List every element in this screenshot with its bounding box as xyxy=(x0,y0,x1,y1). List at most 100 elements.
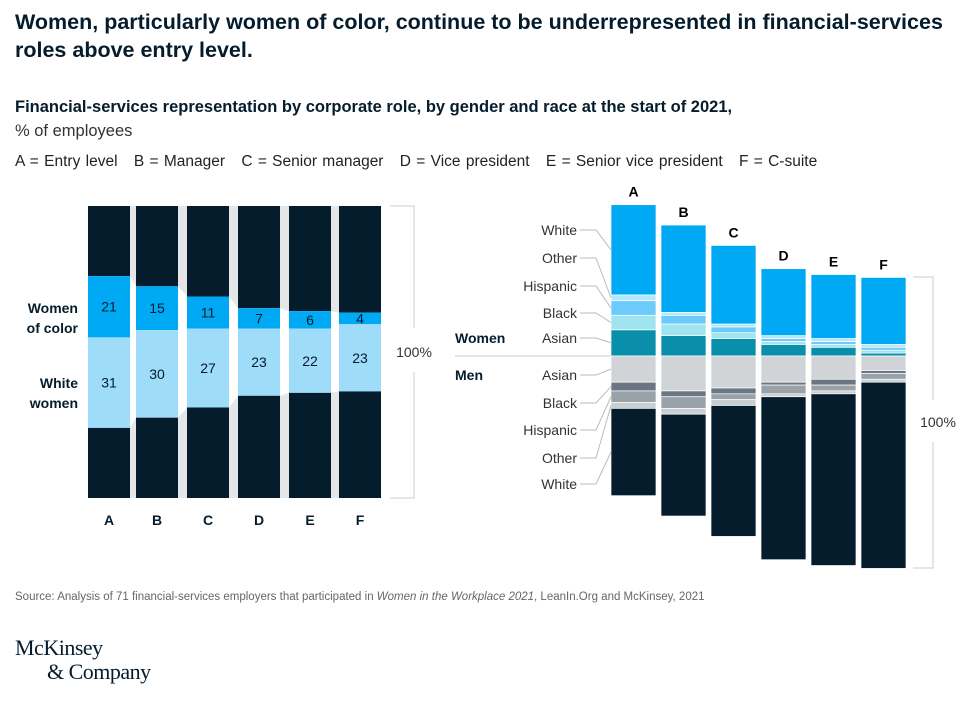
source-note: Source: Analysis of 71 financial-service… xyxy=(15,591,705,603)
bar-segment-men-white xyxy=(660,413,707,517)
bar-segment-women-white xyxy=(610,204,657,296)
logo-line-1: McKinsey xyxy=(15,635,103,660)
leader-line xyxy=(580,396,612,431)
chart-subtitle: Financial-services representation by cor… xyxy=(15,98,733,116)
data-label-women-of-color: 7 xyxy=(255,310,263,326)
category-label-women-white: White xyxy=(541,222,577,238)
bar-segment-women-of-color xyxy=(289,311,331,329)
total-bracket xyxy=(913,276,934,400)
bar-segment-women-other xyxy=(810,338,857,342)
bar-segment-men-other xyxy=(660,408,707,415)
bar-segment-rest-top xyxy=(289,206,331,312)
category-label-women-black: Black xyxy=(543,305,578,321)
legend-item: A = Entry level xyxy=(15,153,118,170)
bar-segment-women-hispanic xyxy=(810,341,857,345)
bar-segment-rest-top xyxy=(136,206,178,287)
leader-line xyxy=(580,285,612,309)
total-bracket xyxy=(390,205,415,328)
bar-segment-rest-bottom xyxy=(339,391,381,498)
bar-segment-men-white xyxy=(860,381,907,569)
bar-segment-women-asian xyxy=(860,352,907,357)
bar-segment-white-women xyxy=(238,328,280,396)
data-label-women-of-color: 11 xyxy=(201,305,216,321)
bar-segment-women-black xyxy=(860,349,907,354)
chart-unit: % of employees xyxy=(15,122,133,140)
bar-segment-women-hispanic xyxy=(610,300,657,316)
category-label-men-asian: Asian xyxy=(542,367,577,383)
leader-line xyxy=(580,312,612,323)
bar-segment-men-asian xyxy=(710,355,757,389)
bar-segment-rest-bottom xyxy=(289,392,331,498)
bar-segment-women-asian xyxy=(810,346,857,357)
leader-line xyxy=(580,257,612,298)
total-bracket xyxy=(913,442,934,569)
bar-segment-men-hispanic xyxy=(710,393,757,400)
connector-band xyxy=(229,206,238,309)
bar-segment-women-black xyxy=(610,314,657,331)
legend-item: F = C-suite xyxy=(738,153,818,170)
series-label-women-of-color: Women xyxy=(28,300,78,316)
data-label-women-of-color: 21 xyxy=(101,299,117,315)
data-label-white-women: 27 xyxy=(200,360,216,376)
bar-segment-rest-top xyxy=(339,206,381,313)
x-tick-label: D xyxy=(778,248,788,264)
bar-segment-women-black xyxy=(660,323,707,336)
bar-segment-rest-top xyxy=(238,206,280,309)
source-text: Source: Analysis of 71 financial-service… xyxy=(15,591,377,603)
leader-line xyxy=(580,451,612,485)
x-tick-label: F xyxy=(879,256,888,272)
data-label-women-of-color: 15 xyxy=(149,300,165,316)
bar-segment-men-other xyxy=(860,378,907,383)
bar-segment-men-black xyxy=(810,378,857,386)
bar-segment-women-other xyxy=(760,335,807,339)
data-label-white-women: 31 xyxy=(101,375,117,391)
bar-segment-men-asian xyxy=(810,355,857,380)
legend-item: D = Vice president xyxy=(399,153,530,170)
bar-segment-women-white xyxy=(710,245,757,325)
bar-segment-rest-top xyxy=(88,206,130,277)
series-label-women-of-color: of color xyxy=(27,320,79,336)
bar-segment-white-women xyxy=(88,337,130,428)
bar-segment-men-black xyxy=(610,381,657,392)
legend-item: B = Manager xyxy=(133,153,226,170)
bar-segment-white-women xyxy=(289,328,331,393)
bar-segment-women-of-color xyxy=(238,308,280,329)
category-label-women-other: Other xyxy=(542,250,577,266)
connector-band xyxy=(178,407,187,498)
series-label-white-women: White xyxy=(40,375,78,391)
bar-segment-white-women xyxy=(136,330,178,418)
mckinsey-logo: McKinsey & Company xyxy=(15,636,151,684)
bar-segment-men-hispanic xyxy=(860,373,907,380)
bar-segment-men-other xyxy=(710,399,757,406)
bar-segment-men-black xyxy=(660,390,707,398)
bar-segment-men-asian xyxy=(760,355,807,383)
bar-segment-women-hispanic xyxy=(710,326,757,334)
bar-segment-women-asian xyxy=(660,335,707,357)
x-tick-label: B xyxy=(678,204,688,220)
page-title: Women, particularly women of color, cont… xyxy=(15,10,943,62)
data-label-white-women: 23 xyxy=(352,350,368,366)
bar-segment-men-black xyxy=(760,381,807,386)
bar-segment-rest-bottom xyxy=(238,395,280,498)
bar-segment-white-women xyxy=(187,328,229,408)
bar-segment-white-women xyxy=(339,324,381,392)
bar-segment-women-asian xyxy=(710,338,757,357)
category-label-men-white: White xyxy=(541,476,577,492)
role-legend: A = Entry level B = Manager C = Senior m… xyxy=(15,153,828,171)
source-publication: Women in the Workplace 2021 xyxy=(376,591,535,603)
x-tick-label: E xyxy=(305,512,314,528)
bar-segment-men-white xyxy=(710,405,757,537)
bar-segment-women-white xyxy=(760,268,807,336)
total-label: 100% xyxy=(396,344,432,360)
bar-segment-men-asian xyxy=(660,355,707,392)
x-tick-label: C xyxy=(203,512,213,528)
bar-segment-women-other xyxy=(860,344,907,348)
bar-segment-men-hispanic xyxy=(810,384,857,392)
bar-segment-men-asian xyxy=(860,355,907,371)
bar-segment-women-asian xyxy=(760,344,807,357)
bar-segment-men-other xyxy=(610,402,657,409)
x-tick-label: F xyxy=(356,512,365,528)
bar-segment-women-other xyxy=(660,312,707,316)
